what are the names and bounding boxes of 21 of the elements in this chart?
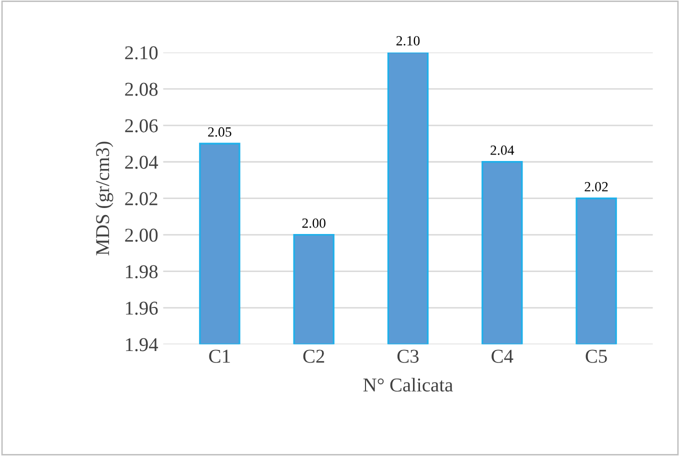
- y-tick-label: 2.06: [125, 119, 158, 132]
- y-tick-label: 2.02: [125, 192, 158, 206]
- data-label: 2.00: [302, 218, 326, 228]
- x-tick-label: C4: [492, 350, 514, 363]
- y-tick-label: 2.00: [125, 228, 158, 242]
- x-tick-label: C5: [586, 350, 607, 363]
- y-tick-label: 1.96: [126, 302, 158, 315]
- x-axis-title: N° Calicata: [363, 378, 453, 392]
- x-tick-label: C2: [303, 350, 324, 363]
- y-tick-label: 2.08: [125, 82, 158, 96]
- data-label: 2.05: [208, 127, 232, 137]
- data-label: 2.02: [584, 182, 608, 192]
- y-tick-label: 2.10: [125, 46, 158, 60]
- y-axis-title: MDS (gr/cm3): [96, 142, 114, 256]
- y-tick-label: 1.98: [126, 265, 158, 278]
- data-label: 2.10: [396, 36, 420, 46]
- x-tick-label: C1: [209, 350, 230, 363]
- y-tick-label: 1.94: [126, 338, 158, 352]
- y-tick-label: 2.04: [125, 156, 158, 169]
- data-label: 2.04: [490, 146, 514, 155]
- x-tick-label: C3: [397, 350, 419, 363]
